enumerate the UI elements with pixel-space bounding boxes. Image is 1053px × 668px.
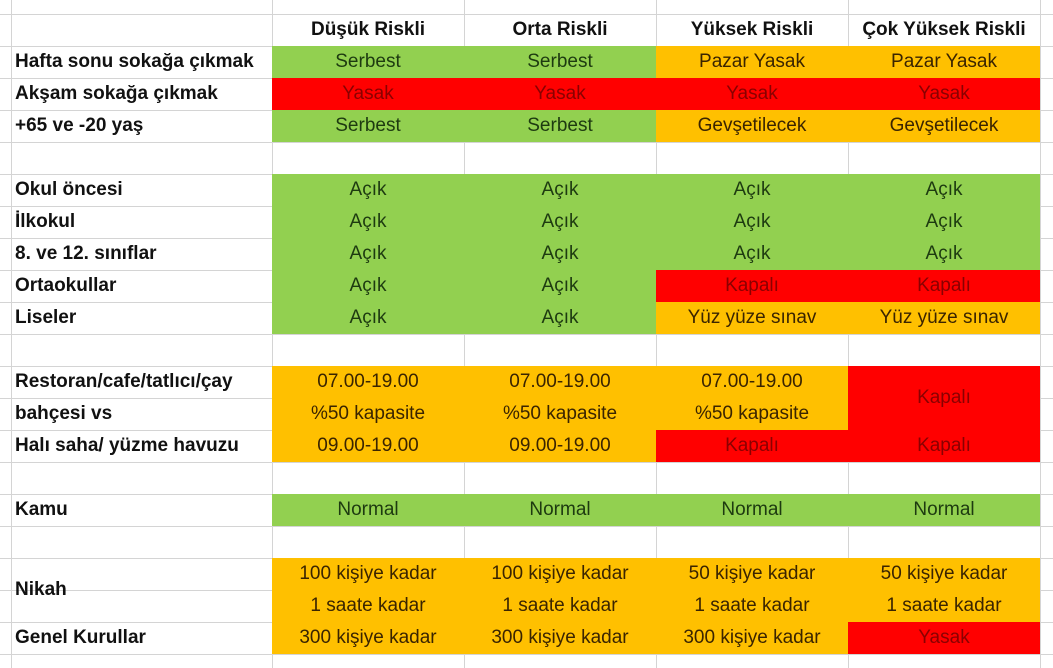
column-header-low-risk[interactable]: Düşük Riskli xyxy=(310,19,426,40)
cell-preschool-high[interactable]: Açık xyxy=(656,174,848,206)
row-label-age-groups[interactable]: +65 ve -20 yaş xyxy=(15,115,144,136)
row-label-preschool[interactable]: Okul öncesi xyxy=(15,179,123,200)
gridline xyxy=(0,654,1053,655)
row-label-restaurants-line1[interactable]: Restoran/cafe/tatlıcı/çay xyxy=(15,371,233,392)
row-label-evening-curfew[interactable]: Akşam sokağa çıkmak xyxy=(15,83,218,104)
cell-public-low[interactable]: Normal xyxy=(272,494,464,526)
cell-line: %50 kapasite xyxy=(502,403,618,424)
cell-line: 07.00-19.00 xyxy=(509,371,611,392)
column-header-very-high-risk[interactable]: Çok Yüksek Riskli xyxy=(862,19,1026,40)
cell-primary-very-high[interactable]: Açık xyxy=(848,206,1040,238)
cell-highschool-medium[interactable]: Açık xyxy=(464,302,656,334)
cell-middle-very-high[interactable]: Kapalı xyxy=(848,270,1040,302)
cell-restaurant-medium[interactable]: 07.00-19.00 %50 kapasite xyxy=(464,366,656,430)
row-label-restaurants-line2[interactable]: bahçesi vs xyxy=(15,403,113,424)
cell-line: 50 kişiye kadar xyxy=(688,563,816,584)
cell-primary-high[interactable]: Açık xyxy=(656,206,848,238)
cell-public-medium[interactable]: Normal xyxy=(464,494,656,526)
cell-middle-high[interactable]: Kapalı xyxy=(656,270,848,302)
column-header-high-risk[interactable]: Yüksek Riskli xyxy=(690,19,814,40)
cell-evening-high[interactable]: Yasak xyxy=(656,78,848,110)
cell-pitch-high[interactable]: Kapalı xyxy=(656,430,848,462)
row-label-high-schools[interactable]: Liseler xyxy=(15,307,77,328)
row-label-pitch-pool[interactable]: Halı saha/ yüzme havuzu xyxy=(15,435,239,456)
cell-preschool-low[interactable]: Açık xyxy=(272,174,464,206)
cell-evening-very-high[interactable]: Yasak xyxy=(848,78,1040,110)
cell-evening-medium[interactable]: Yasak xyxy=(464,78,656,110)
cell-weekend-very-high[interactable]: Pazar Yasak xyxy=(848,46,1040,78)
cell-highschool-low[interactable]: Açık xyxy=(272,302,464,334)
cell-line: 1 saate kadar xyxy=(310,595,426,616)
cell-line: 1 saate kadar xyxy=(502,595,618,616)
cell-evening-low[interactable]: Yasak xyxy=(272,78,464,110)
gridline xyxy=(0,462,1053,463)
cell-age-very-high[interactable]: Gevşetilecek xyxy=(848,110,1040,142)
cell-assembly-low[interactable]: 300 kişiye kadar xyxy=(272,622,464,654)
cell-wedding-high[interactable]: 50 kişiye kadar 1 saate kadar xyxy=(656,558,848,622)
cell-line: %50 kapasite xyxy=(310,403,426,424)
cell-highschool-high[interactable]: Yüz yüze sınav xyxy=(656,302,848,334)
row-label-primary-school[interactable]: İlkokul xyxy=(15,211,76,232)
gridline xyxy=(0,334,1053,335)
cell-preschool-very-high[interactable]: Açık xyxy=(848,174,1040,206)
cell-pitch-low[interactable]: 09.00-19.00 xyxy=(272,430,464,462)
row-label-middle-schools[interactable]: Ortaokullar xyxy=(15,275,117,296)
row-label-grades-8-12[interactable]: 8. ve 12. sınıflar xyxy=(15,243,157,264)
cell-grades-very-high[interactable]: Açık xyxy=(848,238,1040,270)
cell-wedding-very-high[interactable]: 50 kişiye kadar 1 saate kadar xyxy=(848,558,1040,622)
cell-pitch-very-high[interactable]: Kapalı xyxy=(848,430,1040,462)
cell-assembly-medium[interactable]: 300 kişiye kadar xyxy=(464,622,656,654)
cell-wedding-low[interactable]: 100 kişiye kadar 1 saate kadar xyxy=(272,558,464,622)
gridline xyxy=(0,526,1053,527)
cell-line: 07.00-19.00 xyxy=(701,371,803,392)
cell-line: 07.00-19.00 xyxy=(317,371,419,392)
cell-grades-high[interactable]: Açık xyxy=(656,238,848,270)
cell-weekend-medium[interactable]: Serbest xyxy=(464,46,656,78)
cell-pitch-medium[interactable]: 09.00-19.00 xyxy=(464,430,656,462)
row-label-public-sector[interactable]: Kamu xyxy=(15,499,68,520)
row-label-wedding[interactable]: Nikah xyxy=(15,579,67,600)
row-label-general-assemblies[interactable]: Genel Kurullar xyxy=(15,627,146,648)
cell-public-high[interactable]: Normal xyxy=(656,494,848,526)
cell-line: 100 kişiye kadar xyxy=(299,563,437,584)
column-header-medium-risk[interactable]: Orta Riskli xyxy=(512,19,608,40)
cell-public-very-high[interactable]: Normal xyxy=(848,494,1040,526)
cell-preschool-medium[interactable]: Açık xyxy=(464,174,656,206)
cell-line: 1 saate kadar xyxy=(694,595,810,616)
gridline xyxy=(0,142,1053,143)
cell-line: 100 kişiye kadar xyxy=(491,563,629,584)
cell-grades-low[interactable]: Açık xyxy=(272,238,464,270)
cell-weekend-high[interactable]: Pazar Yasak xyxy=(656,46,848,78)
cell-wedding-medium[interactable]: 100 kişiye kadar 1 saate kadar xyxy=(464,558,656,622)
cell-middle-low[interactable]: Açık xyxy=(272,270,464,302)
row-label-weekend-curfew[interactable]: Hafta sonu sokağa çıkmak xyxy=(15,51,254,72)
cell-line: 50 kişiye kadar xyxy=(880,563,1008,584)
cell-primary-medium[interactable]: Açık xyxy=(464,206,656,238)
cell-restaurant-high[interactable]: 07.00-19.00 %50 kapasite xyxy=(656,366,848,430)
cell-restaurant-low[interactable]: 07.00-19.00 %50 kapasite xyxy=(272,366,464,430)
cell-age-medium[interactable]: Serbest xyxy=(464,110,656,142)
cell-primary-low[interactable]: Açık xyxy=(272,206,464,238)
cell-line: 1 saate kadar xyxy=(886,595,1002,616)
cell-highschool-very-high[interactable]: Yüz yüze sınav xyxy=(848,302,1040,334)
cell-age-high[interactable]: Gevşetilecek xyxy=(656,110,848,142)
cell-age-low[interactable]: Serbest xyxy=(272,110,464,142)
cell-assembly-very-high[interactable]: Yasak xyxy=(848,622,1040,654)
cell-grades-medium[interactable]: Açık xyxy=(464,238,656,270)
cell-restaurant-very-high[interactable]: Kapalı xyxy=(848,366,1040,430)
cell-weekend-low[interactable]: Serbest xyxy=(272,46,464,78)
gridline xyxy=(0,14,1053,15)
cell-middle-medium[interactable]: Açık xyxy=(464,270,656,302)
cell-assembly-high[interactable]: 300 kişiye kadar xyxy=(656,622,848,654)
cell-line: %50 kapasite xyxy=(694,403,810,424)
